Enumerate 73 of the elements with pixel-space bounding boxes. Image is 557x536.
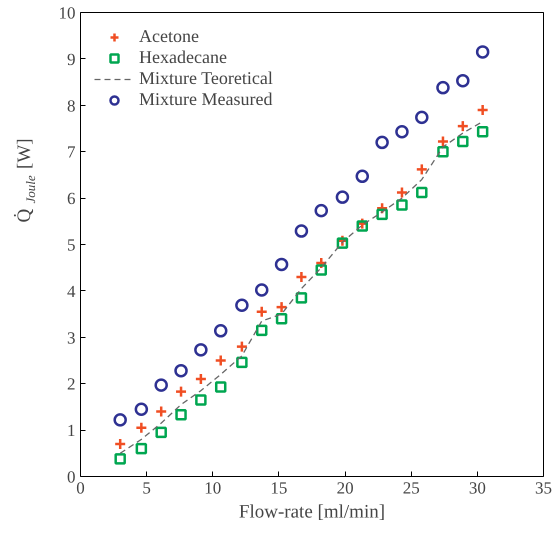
point xyxy=(134,402,148,416)
point xyxy=(336,237,348,249)
y-tick-label: 4 xyxy=(67,282,76,301)
point xyxy=(174,385,188,398)
point xyxy=(114,438,126,450)
y-tick-label: 3 xyxy=(67,328,76,348)
point xyxy=(376,208,388,220)
point xyxy=(295,270,308,284)
point xyxy=(175,409,187,421)
point xyxy=(395,125,409,138)
x-tick-label: 15 xyxy=(270,478,288,498)
point xyxy=(236,356,248,368)
point xyxy=(476,45,490,59)
point xyxy=(457,136,469,148)
point xyxy=(294,224,308,238)
point xyxy=(214,324,228,338)
point xyxy=(236,340,248,353)
point xyxy=(436,80,450,94)
point xyxy=(255,306,268,318)
point xyxy=(456,120,470,132)
point xyxy=(113,413,127,427)
point xyxy=(154,378,168,392)
point xyxy=(195,394,207,406)
point xyxy=(155,426,167,438)
x-tick-label: 30 xyxy=(468,478,486,498)
point xyxy=(415,110,429,124)
y-tick-label: 8 xyxy=(67,96,76,116)
point xyxy=(256,324,268,336)
y-tick-label: 2 xyxy=(67,374,76,394)
point xyxy=(456,74,470,88)
point xyxy=(174,364,188,378)
y-tick-label: 10 xyxy=(58,4,76,22)
point xyxy=(316,264,328,276)
point xyxy=(114,453,126,465)
y-tick-label: 5 xyxy=(67,236,76,254)
y-tick-label: 6 xyxy=(67,189,76,208)
x-tick-label: 25 xyxy=(402,478,420,498)
point xyxy=(214,381,226,393)
point xyxy=(154,405,168,418)
point xyxy=(336,190,350,204)
y-tick-label: 7 xyxy=(67,142,76,162)
point xyxy=(416,186,428,198)
y-axis-title: Q̇Joule [W] xyxy=(13,138,38,222)
x-tick-label: 5 xyxy=(142,478,151,498)
point xyxy=(275,300,288,314)
legend-label: Mixture Measured xyxy=(139,89,272,110)
point xyxy=(235,298,249,312)
point xyxy=(356,170,370,184)
point xyxy=(476,126,488,138)
point xyxy=(375,136,389,150)
point xyxy=(476,104,489,116)
legend-label: Hexadecane xyxy=(139,47,227,68)
point xyxy=(314,204,328,218)
point xyxy=(396,186,408,199)
point xyxy=(194,372,208,386)
y-tick-label: 9 xyxy=(67,50,76,69)
point xyxy=(214,354,227,367)
y-tick-label: 1 xyxy=(67,421,76,440)
point xyxy=(136,442,148,454)
point xyxy=(276,312,288,324)
point xyxy=(135,422,148,434)
point xyxy=(254,283,268,297)
legend-label: Mixture Teoretical xyxy=(139,68,273,89)
point xyxy=(396,199,408,211)
x-tick-label: 35 xyxy=(535,478,552,498)
x-tick-label: 10 xyxy=(204,478,222,498)
x-tick-label: 20 xyxy=(336,478,354,498)
point xyxy=(274,258,288,272)
point xyxy=(416,163,428,176)
point xyxy=(296,292,308,304)
x-axis-title: Flow-rate [ml/min] xyxy=(238,502,386,522)
legend-label: Acetone xyxy=(139,26,199,47)
point xyxy=(194,343,208,357)
